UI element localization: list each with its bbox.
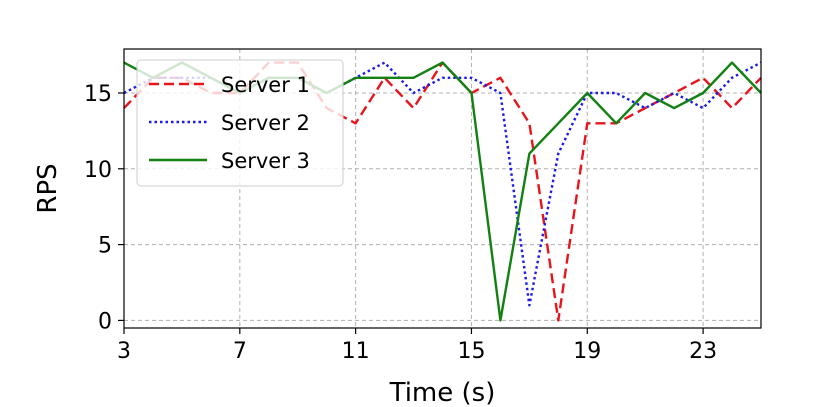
x-axis-label: Time (s) <box>389 378 496 407</box>
x-tick-label: 15 <box>457 339 485 364</box>
x-tick-label: 3 <box>117 339 131 364</box>
x-tick-label: 11 <box>342 339 370 364</box>
legend: Server 1 Server 2 Server 3 <box>136 59 344 187</box>
y-tick-label: 0 <box>98 309 112 334</box>
x-tick-label: 23 <box>689 339 717 364</box>
legend-label-3: Server 3 <box>221 149 310 173</box>
legend-label-1: Server 1 <box>221 73 310 97</box>
legend-box <box>136 59 344 187</box>
y-tick-label: 15 <box>84 82 112 107</box>
legend-label-2: Server 2 <box>221 111 310 135</box>
y-tick-label: 10 <box>84 158 112 183</box>
x-tick-label: 19 <box>573 339 601 364</box>
plot-frame <box>123 48 762 329</box>
axes: 3 7 11 15 19 23 0 5 10 15 <box>84 48 762 364</box>
y-axis-label: RPS <box>33 163 63 213</box>
y-tick-label: 5 <box>98 234 112 259</box>
x-tick-label: 7 <box>233 339 247 364</box>
